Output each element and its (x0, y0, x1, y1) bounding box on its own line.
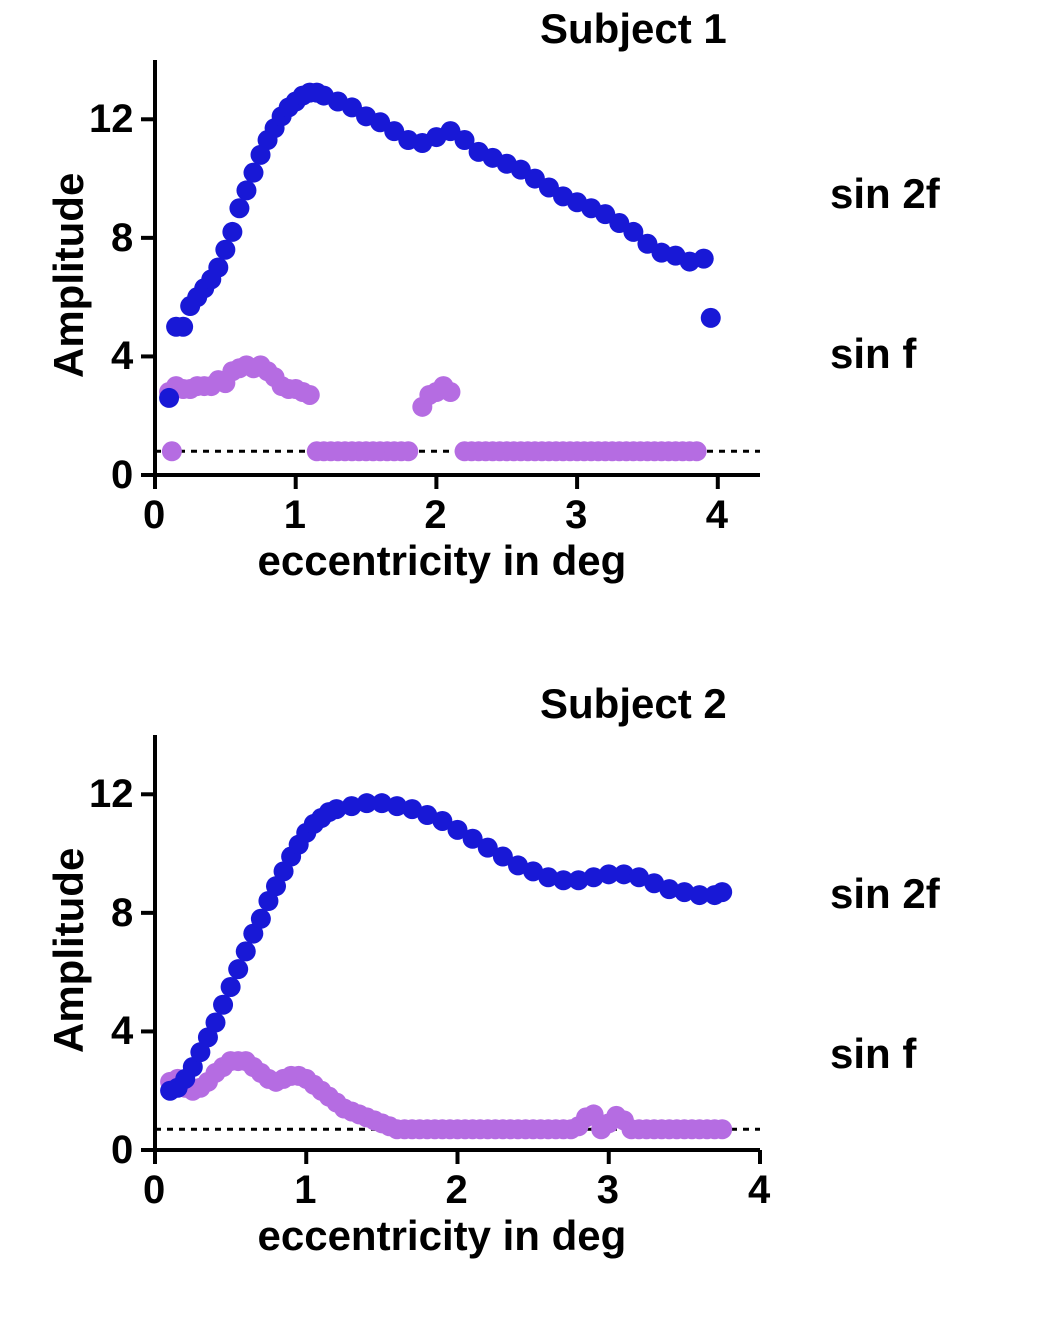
y-tick-label: 12 (89, 772, 134, 817)
series-label-sin-f: sin f (830, 1030, 916, 1078)
y-tick-label: 0 (111, 1128, 133, 1173)
data-point-sin-2f (221, 977, 241, 997)
y-tick-label: 8 (111, 891, 133, 936)
series-label-sin-2f: sin 2f (830, 870, 940, 918)
y-axis-label: Amplitude (45, 847, 93, 1052)
data-point-sin-2f (712, 882, 732, 902)
x-tick-label: 4 (748, 1168, 770, 1213)
data-point-sin-2f (213, 995, 233, 1015)
panel-subject2 (0, 0, 1050, 1334)
panel-title: Subject 2 (540, 680, 727, 728)
data-point-sin-2f (236, 941, 256, 961)
data-point-sin-f (712, 1119, 732, 1139)
x-tick-label: 1 (294, 1168, 316, 1213)
y-tick-label: 4 (111, 1009, 133, 1054)
x-tick-label: 2 (446, 1168, 468, 1213)
data-point-sin-2f (251, 909, 271, 929)
x-axis-label: eccentricity in deg (258, 1212, 627, 1260)
data-point-sin-2f (228, 959, 248, 979)
x-tick-label: 3 (597, 1168, 619, 1213)
data-point-sin-2f (206, 1013, 226, 1033)
x-tick-label: 0 (143, 1168, 165, 1213)
